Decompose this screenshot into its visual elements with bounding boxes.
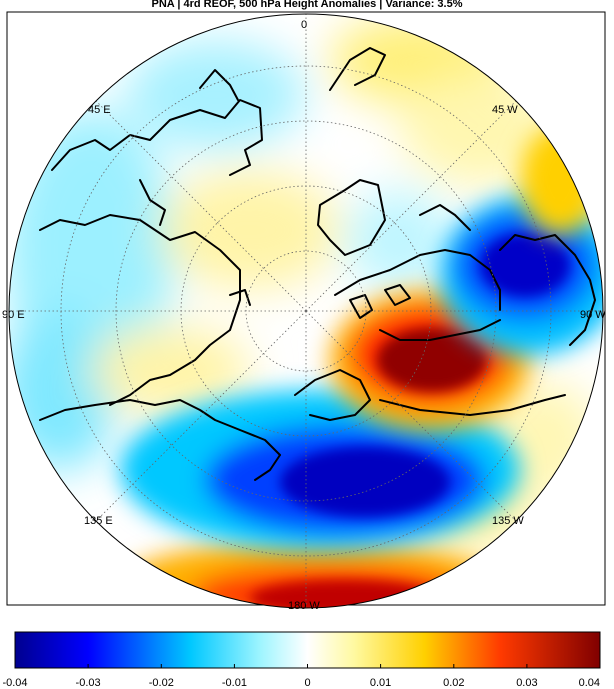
colorbar-tick-label: 0.02 (443, 677, 464, 689)
lon-label-135w: 135 W (492, 515, 524, 527)
colorbar-ticks (14, 664, 601, 668)
lon-label-45w: 45 W (492, 104, 518, 116)
colorbar-tick-label: -0.01 (222, 677, 247, 689)
longitude-labels: 0 45 W 90 W 135 W 180 W 135 E 90 E 45 E (2, 19, 606, 612)
page-title: PNA | 4rd REOF, 500 hPa Height Anomalies… (151, 0, 463, 10)
colorbar-tick-label: -0.02 (149, 677, 174, 689)
colorbar-tick-label: 0.01 (370, 677, 391, 689)
colorbar-tick-label: -0.03 (76, 677, 101, 689)
lon-label-180w: 180 W (288, 600, 320, 612)
graticule (9, 14, 603, 608)
colorbar-tick-label: 0.04 (579, 677, 600, 689)
colorbar-gradient (14, 631, 601, 669)
colorbar-tick-label: -0.04 (2, 677, 27, 689)
lon-label-0: 0 (301, 19, 307, 31)
colorbar-tick-label: 0.03 (516, 677, 537, 689)
lon-label-90e: 90 E (2, 309, 25, 321)
lon-label-45e: 45 E (88, 104, 111, 116)
map-disk-outline (8, 13, 604, 609)
lon-label-135e: 135 E (84, 515, 113, 527)
lon-label-90w: 90 W (580, 309, 606, 321)
colorbar-tick-label: 0 (304, 677, 310, 689)
coastlines (39, 47, 596, 481)
colorbar: -0.04 -0.03 -0.02 -0.01 0 0.01 0.02 0.03… (2, 631, 601, 689)
